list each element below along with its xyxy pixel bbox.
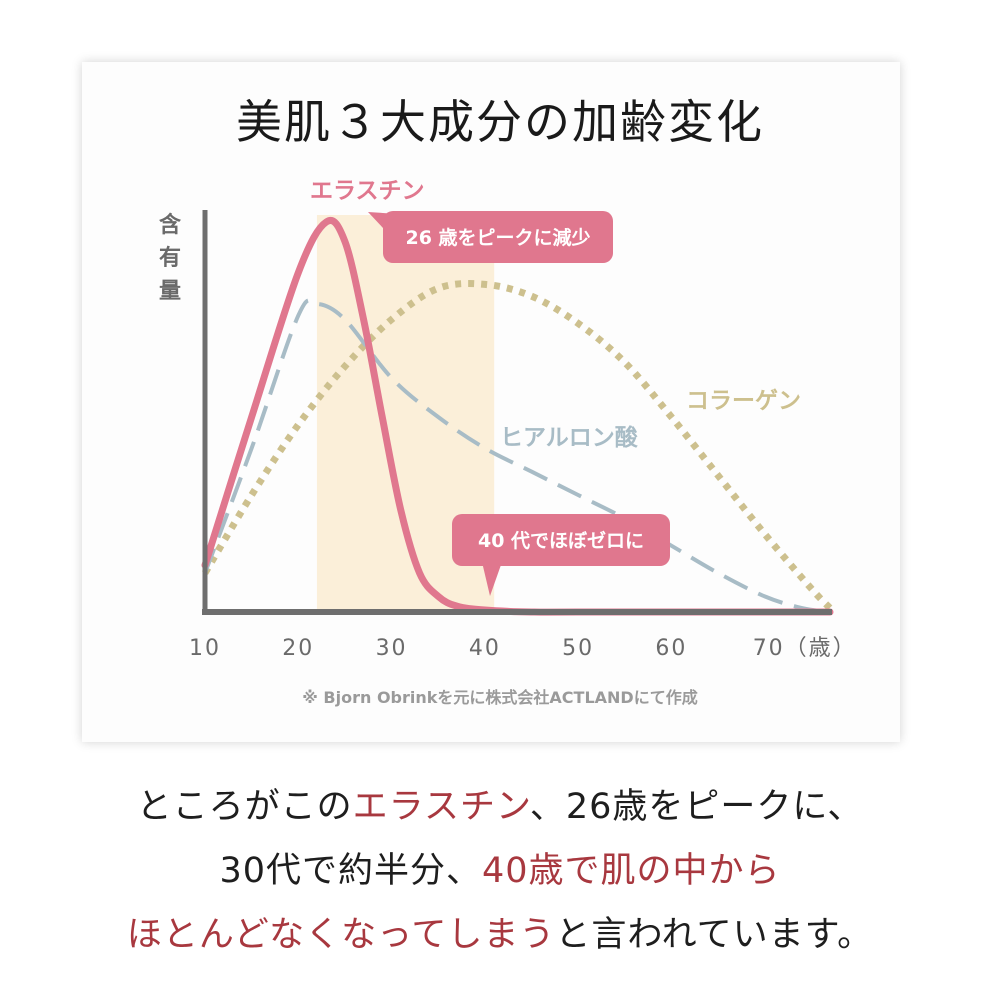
caption-line-3: ほとんどなくなってしまうと言われています。 [0, 906, 1000, 957]
caption-highlight: 40歳で肌の中から [482, 851, 781, 891]
x-tick-label: 10 [189, 636, 221, 661]
caption-text: と言われています。 [555, 915, 874, 955]
caption-line-1: ところがこのエラスチン、26歳をピークに、 [0, 778, 1000, 829]
series-line-hyaluronic [203, 298, 831, 614]
annotation-callout: 40 代でほぼゼロに [452, 514, 670, 596]
y-axis-label: 有 [159, 245, 181, 271]
caption-text: 30代で約半分、 [219, 851, 482, 891]
caption-highlight: ほとんどなくなってしまう [126, 915, 556, 955]
x-tick-label: 40 [469, 636, 501, 661]
caption-text: ところがこの [136, 787, 353, 827]
x-tick-label: 50 [562, 636, 594, 661]
y-axis-label: 量 [159, 279, 181, 304]
x-tick-label: 60 [655, 636, 687, 661]
source-note: ※ Bjorn Obrinkを元に株式会社ACTLANDにて作成 [302, 688, 697, 707]
annotation-text: 40 代でほぼゼロに [478, 529, 644, 552]
series-label: ヒアルロン酸 [500, 425, 639, 451]
series-label: エラスチン [310, 178, 425, 204]
annotation-callout: 26 歳をピークに減少 [368, 211, 613, 263]
caption-text: 、26歳をピークに、 [529, 787, 864, 827]
y-axis-label: 含 [159, 212, 182, 238]
caption-line-2: 30代で約半分、40歳で肌の中から [0, 842, 1000, 893]
series-label: コラーゲン [686, 388, 801, 414]
x-tick-label: 20 [282, 636, 314, 661]
x-tick-label: 70（歳） [753, 636, 857, 661]
x-tick-label: 30 [376, 636, 408, 661]
chart-title: 美肌３大成分の加齢変化 [236, 95, 764, 149]
annotation-text: 26 歳をピークに減少 [405, 226, 590, 249]
caption-highlight: エラスチン [352, 787, 530, 827]
